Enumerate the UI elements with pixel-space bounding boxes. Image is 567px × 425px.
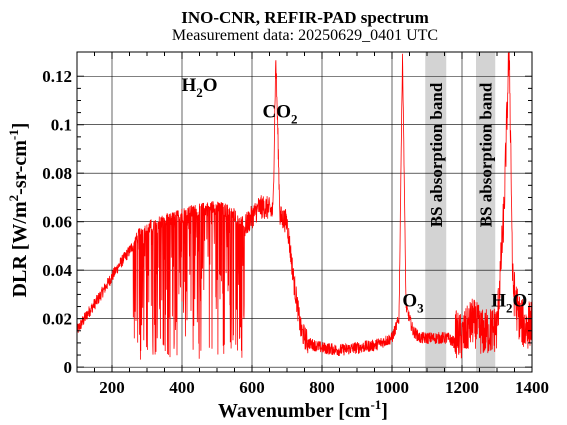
y-tick-label: 0.02 — [42, 310, 72, 329]
annotations: H2O CO2 O3 H2O — [181, 75, 527, 316]
chart-subtitle: Measurement data: 20250629_0401 UTC — [172, 27, 438, 44]
annotation-co2: CO2 — [263, 101, 298, 126]
y-tick-label: 0.1 — [51, 116, 72, 135]
x-tick-label: 800 — [309, 378, 335, 397]
series-group — [76, 51, 533, 360]
axis-ticks — [76, 52, 533, 372]
y-tick-label: 0.08 — [42, 164, 72, 183]
x-tick-label: 1200 — [445, 378, 479, 397]
annotation-o3: O3 — [402, 291, 424, 316]
x-tick-label: 1000 — [375, 378, 409, 397]
x-tick-label: 600 — [239, 378, 265, 397]
x-tick-label: 1400 — [515, 378, 549, 397]
x-tick-label: 400 — [169, 378, 195, 397]
absorption-band-1 — [476, 52, 496, 372]
series-line-0 — [76, 51, 533, 360]
annotation-h2o-left: H2O — [181, 75, 217, 100]
chart-title: INO-CNR, REFIR-PAD spectrum — [181, 8, 429, 27]
x-tick-label: 200 — [99, 378, 125, 397]
annotation-h2o-right: H2O — [491, 291, 527, 316]
y-tick-label: 0 — [64, 358, 73, 377]
y-tick-label: 0.12 — [42, 67, 72, 86]
band-label-1: BS absorption band — [477, 82, 496, 227]
x-axis-label: Wavenumber [cm-1] — [218, 397, 388, 422]
y-tick-label: 0.06 — [42, 213, 72, 232]
absorption-bands: BS absorption band BS absorption band — [425, 52, 496, 372]
y-axis-label: DLR [W/m2-sr-cm-1] — [6, 123, 31, 298]
tick-labels: 200 400 600 800 1000 1200 1400 0 0.02 0.04 0.06 0.0… — [42, 67, 549, 397]
absorption-band-0 — [425, 52, 447, 372]
x-axis-label-sup: -1 — [370, 397, 381, 412]
y-tick-label: 0.04 — [42, 261, 72, 280]
band-label-0: BS absorption band — [427, 82, 446, 227]
